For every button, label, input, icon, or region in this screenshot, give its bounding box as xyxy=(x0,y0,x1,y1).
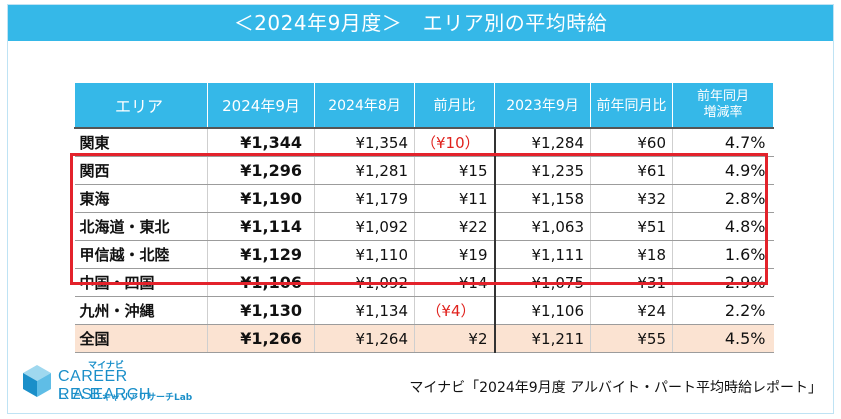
aug2024-cell: ¥1,281 xyxy=(314,156,415,185)
table-row: 中国・四国 ¥1,106 ¥1,092 ¥14 ¥1,075 ¥31 2.9% xyxy=(74,268,774,297)
aug2024-cell: ¥1,092 xyxy=(314,268,415,297)
table-row: 関西 ¥1,296 ¥1,281 ¥15 ¥1,235 ¥61 4.9% xyxy=(74,156,774,185)
yoy-cell: ¥18 xyxy=(590,240,673,269)
logo-line2: LAB xyxy=(58,386,107,403)
mom-cell: ¥22 xyxy=(414,212,496,241)
sep2023-cell: ¥1,158 xyxy=(493,184,591,213)
yoy-cell: ¥60 xyxy=(590,128,673,157)
wage-table-body: 関東 ¥1,344 ¥1,354 （¥10） ¥1,284 ¥60 4.7% 関西 ¥1,296… xyxy=(74,128,774,353)
logo: マイナビ CAREER RESEARCH LAB キャリアリサーチLab xyxy=(20,358,220,408)
mom-cell: （¥10） xyxy=(414,128,496,157)
col-header-rate-line2: 増減率 xyxy=(703,105,743,120)
table-row: 東海 ¥1,190 ¥1,179 ¥11 ¥1,158 ¥32 2.8% xyxy=(74,184,774,213)
area-cell: 東海 xyxy=(74,184,208,213)
sep2024-cell: ¥1,130 xyxy=(207,296,315,325)
yoy-cell: ¥31 xyxy=(590,268,673,297)
sep2023-cell: ¥1,075 xyxy=(493,268,591,297)
col-header-sep2023: 2023年9月 xyxy=(494,82,591,129)
page-title: ＜2024年9月度＞ エリア別の平均時給 xyxy=(8,5,833,41)
table-row: 甲信越・北陸 ¥1,129 ¥1,110 ¥19 ¥1,111 ¥18 1.6% xyxy=(74,240,774,269)
area-cell: 北海道・東北 xyxy=(74,212,208,241)
mom-cell: ¥2 xyxy=(414,324,496,353)
mom-cell: ¥19 xyxy=(414,240,496,269)
col-header-aug2024: 2024年8月 xyxy=(314,82,415,129)
area-cell: 関西 xyxy=(74,156,208,185)
logo-line1: CAREER RESEARCH xyxy=(58,368,151,403)
sep2024-cell: ¥1,296 xyxy=(207,156,315,185)
yoy-cell: ¥32 xyxy=(590,184,673,213)
sep2024-cell: ¥1,344 xyxy=(207,128,315,157)
sep2024-cell: ¥1,106 xyxy=(207,268,315,297)
rate-cell: 4.7% xyxy=(672,128,774,157)
cube-logo-icon xyxy=(23,365,51,397)
sep2023-cell: ¥1,284 xyxy=(493,128,591,157)
sep2023-cell: ¥1,106 xyxy=(493,296,591,325)
table-row: 北海道・東北 ¥1,114 ¥1,092 ¥22 ¥1,063 ¥51 4.8% xyxy=(74,212,774,241)
rate-cell: 2.8% xyxy=(672,184,774,213)
aug2024-cell: ¥1,264 xyxy=(314,324,415,353)
mom-cell: （¥4） xyxy=(414,296,496,325)
aug2024-cell: ¥1,134 xyxy=(314,296,415,325)
table-row: 全国 ¥1,266 ¥1,264 ¥2 ¥1,211 ¥55 4.5% xyxy=(74,324,774,353)
aug2024-cell: ¥1,110 xyxy=(314,240,415,269)
source-note: マイナビ「2024年9月度 アルバイト・パート平均時給レポート」 xyxy=(409,380,822,396)
sep2023-cell: ¥1,235 xyxy=(493,156,591,185)
mom-cell: ¥15 xyxy=(414,156,496,185)
table-row: 関東 ¥1,344 ¥1,354 （¥10） ¥1,284 ¥60 4.7% xyxy=(74,128,774,157)
sep2024-cell: ¥1,129 xyxy=(207,240,315,269)
aug2024-cell: ¥1,179 xyxy=(314,184,415,213)
logo-sub: キャリアリサーチLab xyxy=(102,393,193,403)
area-cell: 全国 xyxy=(74,324,208,353)
logo-brand-small: マイナビ xyxy=(88,361,124,371)
col-header-area: エリア xyxy=(74,82,208,129)
aug2024-cell: ¥1,354 xyxy=(314,128,415,157)
area-cell: 中国・四国 xyxy=(74,268,208,297)
col-header-rate-line1: 前年同月 xyxy=(696,89,749,104)
yoy-cell: ¥24 xyxy=(590,296,673,325)
rate-cell: 1.6% xyxy=(672,240,774,269)
sep2024-cell: ¥1,114 xyxy=(207,212,315,241)
yoy-cell: ¥55 xyxy=(590,324,673,353)
yoy-cell: ¥51 xyxy=(590,212,673,241)
aug2024-cell: ¥1,092 xyxy=(314,212,415,241)
rate-cell: 4.8% xyxy=(672,212,774,241)
col-header-rate: 前年同月 増減率 xyxy=(672,82,774,129)
table-header-row: エリア 2024年9月 2024年8月 前月比 2023年9月 前年同月比 前年… xyxy=(74,82,774,129)
sep2023-cell: ¥1,063 xyxy=(493,212,591,241)
area-cell: 甲信越・北陸 xyxy=(74,240,208,269)
content-frame xyxy=(7,4,834,414)
rate-cell: 4.5% xyxy=(672,324,774,353)
table-row: 九州・沖縄 ¥1,130 ¥1,134 （¥4） ¥1,106 ¥24 2.2% xyxy=(74,296,774,325)
yoy-cell: ¥61 xyxy=(590,156,673,185)
sep2023-cell: ¥1,211 xyxy=(493,324,591,353)
mom-cell: ¥11 xyxy=(414,184,496,213)
sep2023-cell: ¥1,111 xyxy=(493,240,591,269)
rate-cell: 2.9% xyxy=(672,268,774,297)
col-header-sep2024: 2024年9月 xyxy=(207,82,315,129)
rate-cell: 4.9% xyxy=(672,156,774,185)
rate-cell: 2.2% xyxy=(672,296,774,325)
area-cell: 九州・沖縄 xyxy=(74,296,208,325)
sep2024-cell: ¥1,266 xyxy=(207,324,315,353)
area-cell: 関東 xyxy=(74,128,208,157)
wage-table: エリア 2024年9月 2024年8月 前月比 2023年9月 前年同月比 前年… xyxy=(74,82,774,353)
col-header-yoy: 前年同月比 xyxy=(590,82,673,129)
sep2024-cell: ¥1,190 xyxy=(207,184,315,213)
mom-cell: ¥14 xyxy=(414,268,496,297)
col-header-mom: 前月比 xyxy=(414,82,495,129)
